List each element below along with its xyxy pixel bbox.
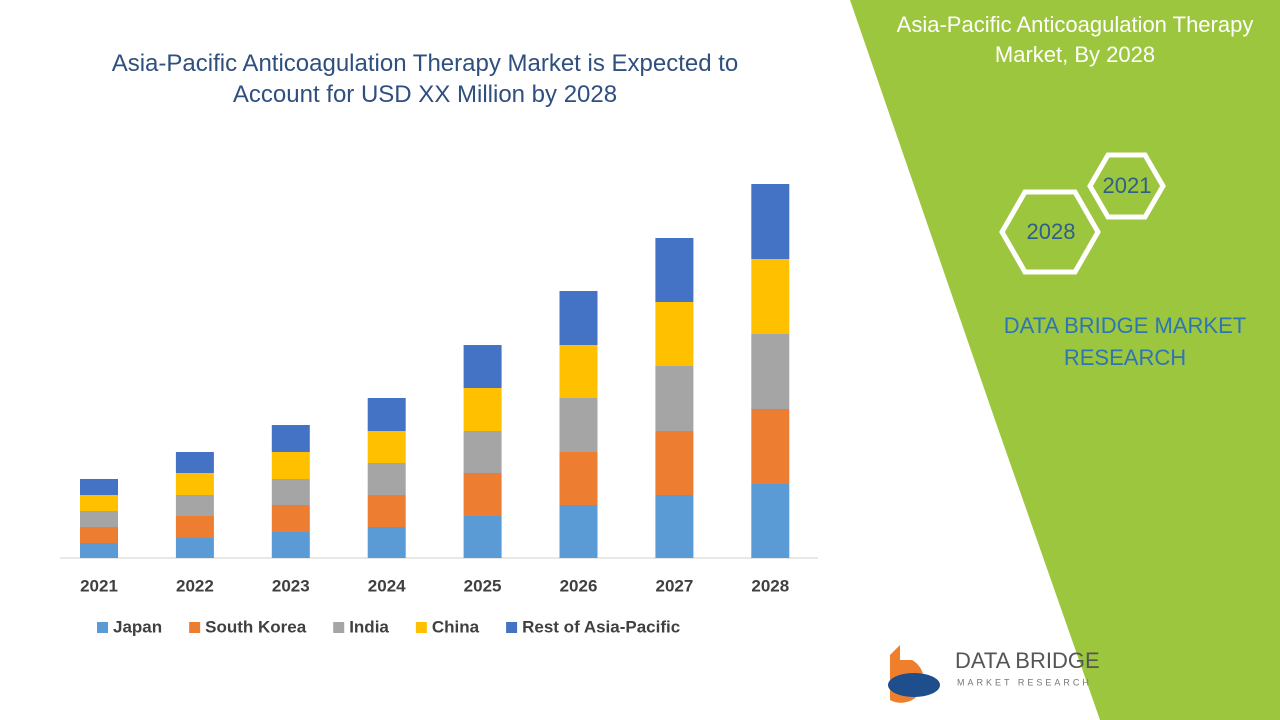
bar-segment xyxy=(463,388,502,431)
hexagon xyxy=(999,189,1101,275)
x-tick-label: 2028 xyxy=(751,576,789,595)
legend-swatch xyxy=(189,622,201,633)
bar-segment xyxy=(367,527,406,558)
x-tick-label: 2027 xyxy=(655,576,693,595)
bar-segment xyxy=(175,495,214,516)
bar-segment xyxy=(367,431,406,463)
logo-name: DATA BRIDGE xyxy=(955,648,1100,673)
bar-segment xyxy=(175,538,214,558)
legend-label: Rest of Asia-Pacific xyxy=(522,617,680,636)
brand: DATA BRIDGE MARKET RESEARCH xyxy=(1003,313,1247,370)
bar-segment xyxy=(175,452,214,473)
chart-title: Asia-Pacific Anticoagulation Therapy Mar… xyxy=(111,50,739,108)
bar-segment xyxy=(559,452,598,505)
bar-segment xyxy=(80,479,118,495)
green-panel xyxy=(850,0,1280,720)
bar-segment xyxy=(751,259,790,334)
bar-segment xyxy=(80,511,118,527)
bar-segment xyxy=(175,516,214,538)
legend-swatch xyxy=(333,622,345,633)
logo-mark xyxy=(888,645,940,703)
bar-segment xyxy=(175,473,214,495)
hexagon xyxy=(1087,152,1166,220)
bar-segment xyxy=(559,505,598,558)
x-tick-label: 2026 xyxy=(560,576,598,595)
bar-segment xyxy=(463,473,502,516)
legend-label: Japan xyxy=(113,617,162,636)
legend-label: South Korea xyxy=(205,617,307,636)
bar-segment xyxy=(367,398,406,431)
bar-segment xyxy=(80,495,118,511)
legend-swatch xyxy=(97,622,108,633)
bar-segment xyxy=(80,527,118,543)
hexagon-label: 2028 xyxy=(1027,219,1076,244)
bar-segment xyxy=(271,452,310,479)
legend-swatch xyxy=(415,622,427,633)
bar-segment xyxy=(655,366,694,431)
legend-label: China xyxy=(432,617,480,636)
bar-segment xyxy=(80,543,118,558)
bar-segment xyxy=(559,345,598,398)
legend-swatch xyxy=(506,622,518,633)
bar-segment xyxy=(655,238,694,302)
bar-segment xyxy=(463,345,502,388)
hexagon-label: 2021 xyxy=(1103,173,1152,198)
bar-segment xyxy=(271,532,310,558)
x-tick-label: 2022 xyxy=(176,576,214,595)
x-tick-label: 2023 xyxy=(272,576,310,595)
bar-segment xyxy=(367,495,406,527)
bar-segment xyxy=(559,291,598,345)
bar-segment xyxy=(271,425,310,452)
bar-segment xyxy=(655,302,694,366)
logo-tagline: MARKET RESEARCH xyxy=(957,677,1092,687)
x-tick-label: 2021 xyxy=(80,576,118,595)
bar-segment xyxy=(751,184,790,259)
bar-segment xyxy=(463,516,502,558)
bar-segment xyxy=(463,431,502,473)
bar-segment xyxy=(559,398,598,452)
bar-segment xyxy=(655,431,694,495)
bar-segment xyxy=(271,505,310,532)
bar-segment xyxy=(367,463,406,495)
legend-label: India xyxy=(349,617,389,636)
x-tick-label: 2024 xyxy=(368,576,406,595)
bar-segment xyxy=(271,479,310,505)
bar-segment xyxy=(751,409,790,484)
bar-segment xyxy=(751,334,790,409)
side-title: Asia-Pacific Anticoagulation Therapy Mar… xyxy=(896,12,1254,67)
x-tick-label: 2025 xyxy=(464,576,502,595)
bar-segment xyxy=(655,495,694,558)
bar-segment xyxy=(751,484,790,558)
